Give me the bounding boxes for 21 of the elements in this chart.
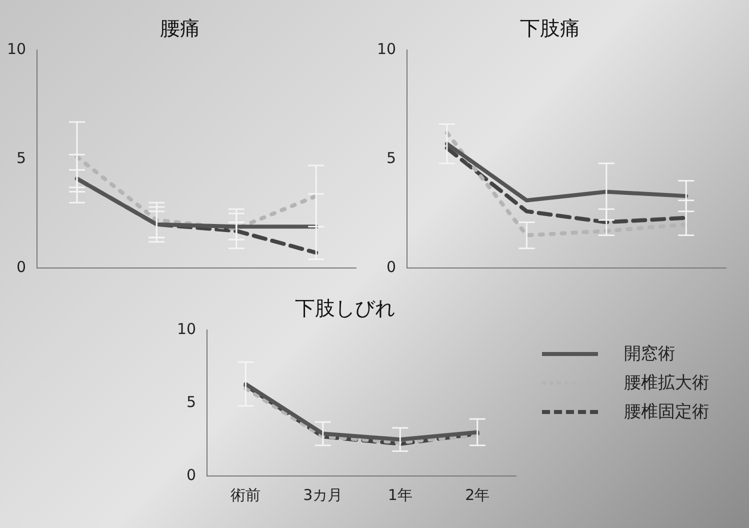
- y-tick-label: 10: [176, 320, 196, 338]
- x-tick-label: 術前: [230, 486, 261, 504]
- chart-title: 下肢しびれ: [295, 296, 395, 320]
- x-tick-label: 2年: [465, 486, 490, 504]
- legend-label: 腰椎固定術: [624, 401, 709, 423]
- x-tick-label: 3カ月: [303, 486, 343, 504]
- line-series: [444, 130, 688, 238]
- line-series: [74, 154, 318, 231]
- y-tick-label: 0: [186, 466, 196, 484]
- y-tick-label: 5: [186, 392, 196, 411]
- chart-title: 腰痛: [160, 16, 200, 40]
- x-tick-label: 1年: [388, 486, 412, 504]
- y-tick-label: 5: [16, 148, 26, 167]
- y-tick-label: 5: [386, 148, 396, 167]
- y-tick-label: 10: [6, 40, 26, 58]
- legend-label: 腰椎拡大術: [624, 372, 709, 394]
- y-tick-label: 0: [386, 258, 396, 276]
- chart-title: 下肢痛: [520, 16, 580, 40]
- y-tick-label: 10: [376, 40, 396, 58]
- legend-label: 開窓術: [624, 343, 675, 365]
- y-tick-label: 0: [16, 258, 26, 276]
